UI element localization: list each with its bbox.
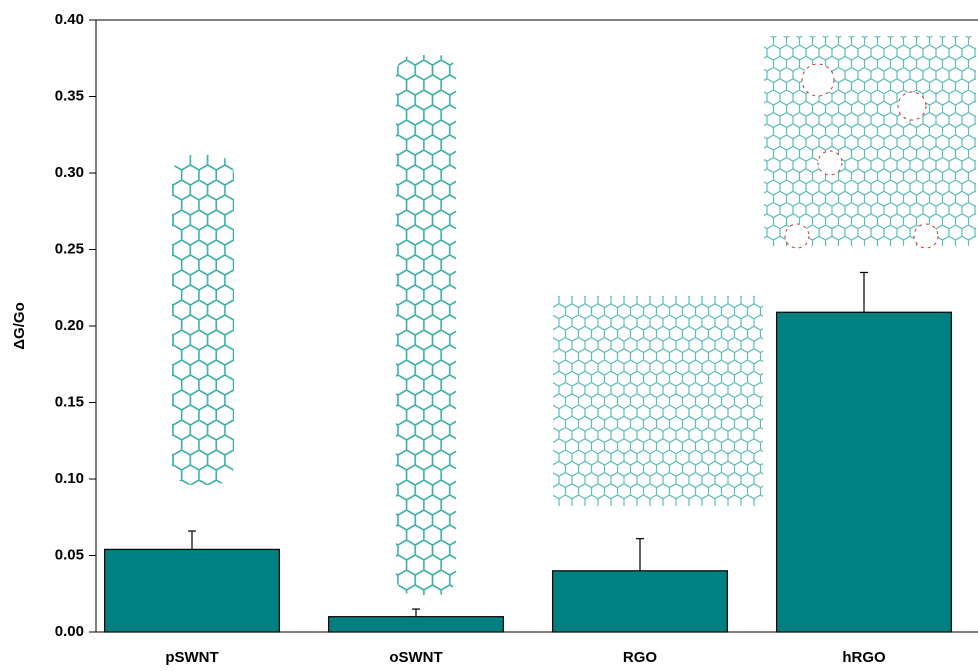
x-tick-label: pSWNT	[165, 649, 218, 666]
pswnt-illustration	[172, 155, 234, 485]
x-tick-label: RGO	[623, 649, 658, 666]
y-tick-label: 0.40	[55, 11, 84, 28]
y-tick-label: 0.10	[55, 470, 84, 487]
bar	[553, 571, 728, 632]
y-axis-label: ΔG/Go	[11, 302, 28, 349]
bar	[777, 312, 952, 632]
hole	[898, 92, 926, 120]
bar	[105, 549, 280, 632]
y-tick-label: 0.00	[55, 623, 84, 640]
y-tick-label: 0.30	[55, 164, 84, 181]
x-tick-label: oSWNT	[389, 649, 442, 666]
y-tick-label: 0.15	[55, 393, 84, 410]
hrgo-illustration	[764, 36, 976, 246]
y-tick-label: 0.35	[55, 87, 84, 104]
oswnt-illustration	[396, 55, 456, 595]
rgo-illustration	[553, 296, 763, 506]
hole	[818, 151, 842, 175]
bar	[329, 617, 504, 632]
x-tick-label: hRGO	[842, 649, 886, 666]
hole	[802, 64, 834, 96]
hole	[785, 224, 809, 248]
chart: ΔG/Go 0.00 0.05 0.10 0.15 0.20 0.25 0.30 0.35 0.…	[0, 0, 978, 671]
y-tick-label: 0.20	[55, 317, 84, 334]
y-tick-label: 0.25	[55, 240, 84, 257]
hole	[914, 224, 938, 248]
y-tick-label: 0.05	[55, 546, 84, 563]
